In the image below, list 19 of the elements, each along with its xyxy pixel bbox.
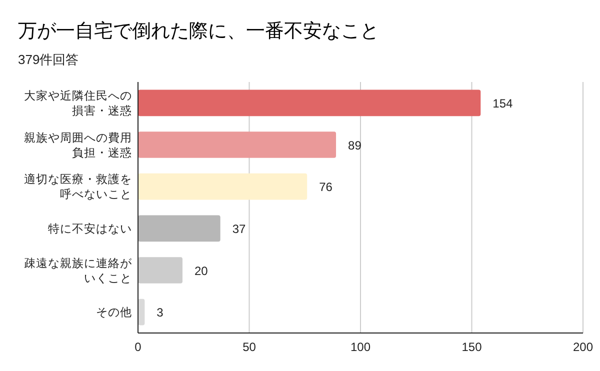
xtick: 150 [462,340,482,354]
data-label: 37 [232,222,246,236]
category: 適切な医療・救護を呼べないこと [24,174,132,202]
xtick: 200 [572,340,594,354]
title: 万が一自宅で倒れた際に、一番不安なこと [18,21,379,42]
category: 大家や近隣住民への損害・迷惑 [24,90,132,118]
category: 特に不安はない [48,223,132,236]
data-label: 3 [156,306,164,320]
data-label: 20 [194,264,208,278]
category: 親族や周囲への費用負担・迷惑 [24,132,132,160]
data-label: 154 [492,96,513,110]
xtick: 100 [350,340,371,354]
subtitle: 379件回答 [18,52,79,67]
category: その他 [96,307,132,320]
xtick: 0 [134,340,142,354]
data-label: 76 [319,180,332,194]
data-label: 89 [348,138,362,152]
category: 疎遠な親族に連絡がいくこと [24,258,132,285]
xtick: 50 [242,340,256,354]
